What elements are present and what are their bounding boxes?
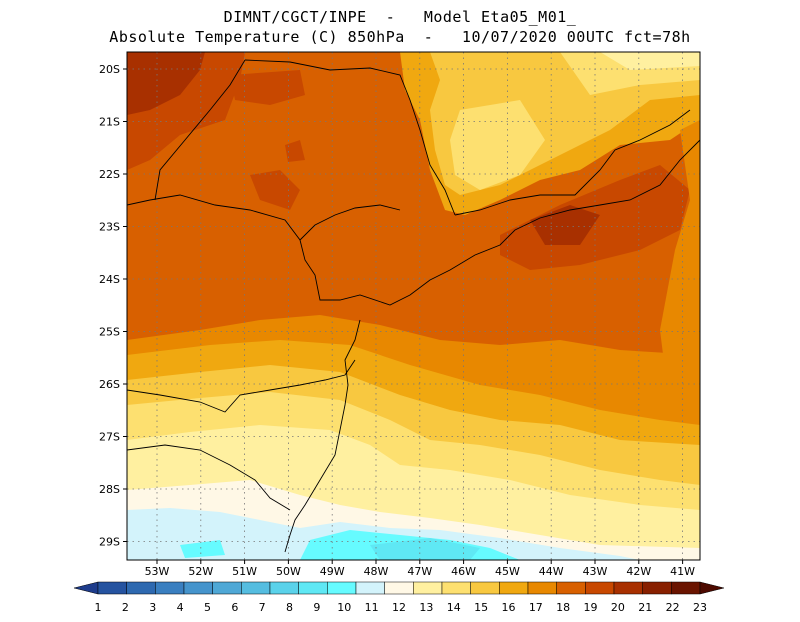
colorbar-swatch: [613, 581, 643, 595]
lon-label: 47W: [407, 565, 432, 578]
border-ms-sp: [154, 59, 246, 201]
title-line-1: DIMNT/CGCT/INPE - Model Eta05_M01_: [223, 8, 577, 26]
colorbar-swatch: [183, 581, 213, 595]
colorbar-swatch: [556, 581, 586, 595]
colorbar-label: 9: [313, 601, 320, 614]
colorbar-label: 22: [666, 601, 680, 614]
lat-label: 27S: [99, 431, 120, 444]
colorbar-label: 18: [556, 601, 570, 614]
colorbar-label: 20: [611, 601, 625, 614]
lat-label: 23S: [99, 221, 120, 234]
colorbar-label: 14: [447, 601, 461, 614]
colorbar-label: 17: [529, 601, 543, 614]
colorbar-swatch: [527, 581, 557, 595]
colorbar-swatch: [499, 581, 529, 595]
temperature-field: [127, 52, 700, 560]
lon-label: 52W: [188, 565, 213, 578]
field-band-9: [370, 538, 480, 560]
colorbar-swatch: [212, 581, 242, 595]
colorbar-label: 13: [419, 601, 433, 614]
colorbar-swatch: [642, 581, 672, 595]
colorbar: 1 2 3 4 5 6 7 8 9 10 11 12 13 14 15 16 17 18 19 20 21 22 23: [73, 581, 725, 614]
colorbar-label: 4: [177, 601, 184, 614]
colorbar-label: 10: [337, 601, 351, 614]
lon-label: 42W: [626, 565, 651, 578]
longitude-labels: 53W 52W 51W 50W 49W 48W 47W 46W 45W 44W 43W 42W 41W: [145, 560, 695, 578]
lon-label: 50W: [276, 565, 301, 578]
colorbar-swatch-min: [73, 581, 99, 595]
field-patch-10: [180, 540, 225, 558]
lat-label: 25S: [99, 326, 120, 339]
lon-label: 46W: [451, 565, 476, 578]
colorbar-label: 16: [501, 601, 515, 614]
field-patch-22s: [250, 170, 300, 210]
lat-label: 29S: [99, 536, 120, 549]
lon-label: 48W: [364, 565, 389, 578]
colorbar-swatch: [384, 581, 414, 595]
border-pr-sc: [126, 359, 356, 413]
colorbar-swatch: [155, 581, 185, 595]
lon-label: 41W: [670, 565, 695, 578]
colorbar-label: 6: [231, 601, 238, 614]
field-ne-13: [600, 52, 700, 70]
colorbar-label: 2: [122, 601, 129, 614]
colorbar-swatch: [441, 581, 471, 595]
colorbar-label: 23: [693, 601, 707, 614]
field-nw-patch: [230, 70, 305, 105]
lon-label: 53W: [145, 565, 170, 578]
colorbar-swatch: [126, 581, 156, 595]
colorbar-swatch-max: [699, 581, 725, 595]
colorbar-swatch: [470, 581, 500, 595]
field-ne-strip: [520, 52, 560, 100]
lat-label: 26S: [99, 378, 120, 391]
colorbar-swatch: [355, 581, 385, 595]
colorbar-label: 5: [204, 601, 211, 614]
colorbar-label: 7: [259, 601, 266, 614]
borders: [126, 59, 701, 553]
colorbar-swatch: [97, 581, 127, 595]
field-patch-small: [285, 140, 305, 162]
colorbar-label: 15: [474, 601, 488, 614]
lat-label: 22S: [99, 168, 120, 181]
border-sp-mg: [244, 59, 456, 216]
latitude-labels: 20S 21S 22S 23S 24S 25S 26S 27S 28S 29S: [99, 63, 127, 549]
lon-label: 44W: [539, 565, 564, 578]
field-coast-20: [530, 205, 600, 245]
colorbar-swatch: [269, 581, 299, 595]
lat-label: 20S: [99, 63, 120, 76]
plot-frame: [126, 51, 701, 561]
lon-label: 45W: [495, 565, 520, 578]
gridlines: [127, 52, 700, 560]
field-nw-20: [127, 52, 205, 115]
coastline-north: [126, 139, 701, 306]
lon-label: 43W: [583, 565, 608, 578]
colorbar-label: 11: [365, 601, 379, 614]
colorbar-label: 21: [638, 601, 652, 614]
border-mg-rj: [454, 109, 691, 216]
colorbar-swatch: [671, 581, 701, 595]
lat-label: 24S: [99, 273, 120, 286]
lon-label: 51W: [232, 565, 257, 578]
field-ne-14: [450, 100, 545, 190]
lon-label: 49W: [320, 565, 345, 578]
border-sp-pr: [299, 204, 401, 241]
title-line-2: Absolute Temperature (C) 850hPa - 10/07/…: [109, 28, 691, 46]
colorbar-swatch: [241, 581, 271, 595]
colorbar-swatch: [413, 581, 443, 595]
colorbar-label: 12: [392, 601, 406, 614]
border-sc-rs: [126, 444, 291, 511]
lat-label: 21S: [99, 116, 120, 129]
colorbar-label: 3: [149, 601, 156, 614]
colorbar-label: 8: [286, 601, 293, 614]
colorbar-swatch: [327, 581, 357, 595]
lat-label: 28S: [99, 483, 120, 496]
coastline-south: [284, 319, 361, 553]
colorbar-swatch: [298, 581, 328, 595]
colorbar-label: 19: [584, 601, 598, 614]
colorbar-label: 1: [95, 601, 102, 614]
field-east-17: [660, 120, 700, 420]
colorbar-swatch: [585, 581, 615, 595]
